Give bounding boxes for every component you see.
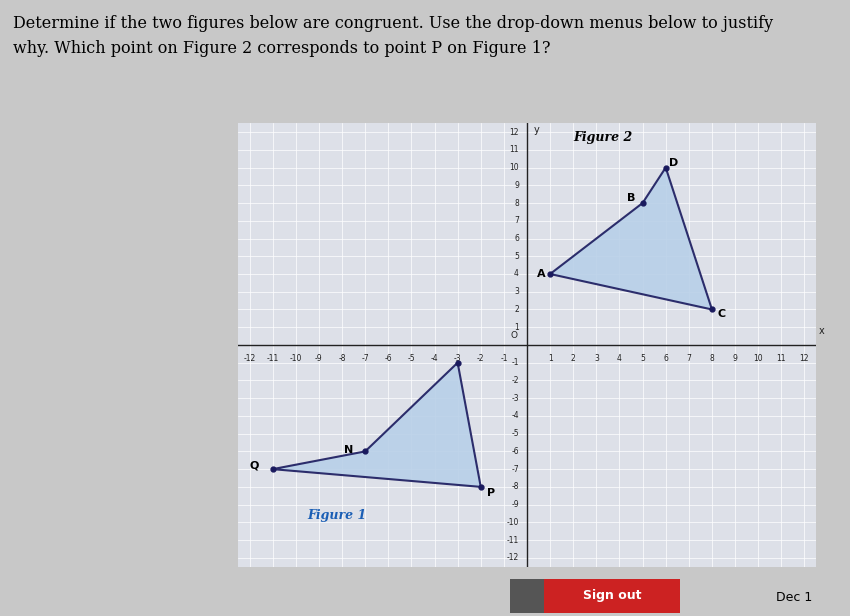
- Text: 4: 4: [617, 354, 622, 363]
- Text: Determine if the two figures below are congruent. Use the drop-down menus below : Determine if the two figures below are c…: [13, 15, 773, 33]
- Text: 8: 8: [514, 198, 518, 208]
- Text: -5: -5: [512, 429, 518, 438]
- Text: 4: 4: [514, 269, 518, 278]
- Text: C: C: [717, 309, 725, 319]
- Text: -2: -2: [512, 376, 518, 385]
- Text: 10: 10: [509, 163, 518, 172]
- Text: O: O: [511, 331, 518, 339]
- Text: Q: Q: [250, 461, 259, 471]
- Polygon shape: [550, 168, 712, 309]
- Text: A: A: [536, 269, 545, 279]
- Text: -11: -11: [507, 535, 518, 545]
- Text: 2: 2: [571, 354, 575, 363]
- Text: 1: 1: [514, 323, 518, 332]
- Text: -3: -3: [512, 394, 518, 403]
- Polygon shape: [273, 363, 481, 487]
- Text: D: D: [669, 158, 678, 168]
- Text: Figure 1: Figure 1: [308, 509, 366, 522]
- Text: 3: 3: [514, 287, 518, 296]
- Text: Sign out: Sign out: [583, 590, 641, 602]
- Text: -10: -10: [290, 354, 302, 363]
- Text: 10: 10: [753, 354, 763, 363]
- Text: -4: -4: [431, 354, 439, 363]
- Text: -1: -1: [500, 354, 507, 363]
- Text: -2: -2: [477, 354, 484, 363]
- Text: why. Which point on Figure 2 corresponds to point P on Figure 1?: why. Which point on Figure 2 corresponds…: [13, 40, 550, 57]
- Text: 1: 1: [547, 354, 552, 363]
- Text: -1: -1: [512, 358, 518, 367]
- Text: -5: -5: [408, 354, 415, 363]
- Text: -12: -12: [507, 553, 518, 562]
- Text: 9: 9: [733, 354, 738, 363]
- Text: -6: -6: [384, 354, 392, 363]
- Text: -4: -4: [512, 411, 518, 421]
- Text: x: x: [819, 326, 824, 336]
- Text: -10: -10: [507, 518, 518, 527]
- Text: 7: 7: [687, 354, 691, 363]
- Text: Figure 2: Figure 2: [573, 131, 632, 144]
- Text: B: B: [626, 193, 635, 203]
- Text: 5: 5: [514, 252, 518, 261]
- Text: 11: 11: [509, 145, 518, 155]
- Text: -9: -9: [315, 354, 323, 363]
- Text: y: y: [534, 125, 540, 135]
- Text: 7: 7: [514, 216, 518, 225]
- Text: 12: 12: [509, 128, 518, 137]
- Text: 8: 8: [710, 354, 714, 363]
- Text: -8: -8: [338, 354, 346, 363]
- Text: -8: -8: [512, 482, 518, 492]
- Text: 5: 5: [640, 354, 645, 363]
- Text: 3: 3: [594, 354, 598, 363]
- Text: 2: 2: [514, 305, 518, 314]
- Text: -3: -3: [454, 354, 462, 363]
- Text: -12: -12: [243, 354, 256, 363]
- Text: Dec 1: Dec 1: [775, 591, 812, 604]
- Text: 6: 6: [663, 354, 668, 363]
- Text: -11: -11: [267, 354, 279, 363]
- Text: N: N: [344, 445, 354, 455]
- Text: -7: -7: [512, 464, 518, 474]
- Text: 6: 6: [514, 234, 518, 243]
- Text: 11: 11: [777, 354, 786, 363]
- Text: -6: -6: [512, 447, 518, 456]
- Text: 9: 9: [514, 180, 518, 190]
- Text: 12: 12: [800, 354, 809, 363]
- Text: P: P: [487, 488, 496, 498]
- Text: -7: -7: [361, 354, 369, 363]
- Text: -9: -9: [512, 500, 518, 509]
